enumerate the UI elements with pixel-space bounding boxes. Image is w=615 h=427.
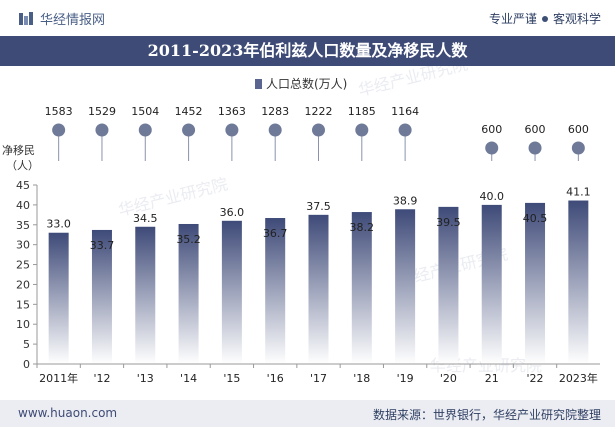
bar-value-label: 36.0 <box>220 206 245 219</box>
bar-value-label: 40.5 <box>523 212 548 225</box>
bar <box>178 223 199 364</box>
chart-title: 2011-2023年伯利兹人口数量及净移民人数 <box>0 36 615 66</box>
migration-axis-label-bottom: （人） <box>6 159 39 172</box>
migration-dot <box>485 141 499 155</box>
migration-value-label: 1222 <box>305 105 333 118</box>
migration-dot <box>312 123 325 137</box>
migration-dot <box>95 123 109 137</box>
x-tick-label: '18 <box>353 372 370 385</box>
migration-value-label: 1363 <box>218 105 246 118</box>
x-tick-label: '19 <box>397 372 414 385</box>
bar-value-label: 38.9 <box>393 194 418 207</box>
bars: 33.0 33.7 34.5 35.2 36.0 36.7 37.5 38.2 38.9 39.5… <box>46 186 591 364</box>
bar-value-label: 35.2 <box>176 233 201 246</box>
migration-value-label: 1283 <box>261 105 289 118</box>
migration-dot <box>571 141 585 155</box>
bar-value-label: 40.0 <box>479 190 504 203</box>
bar-value-label: 38.2 <box>350 221 375 234</box>
legend-label: 人口总数(万人) <box>266 76 347 91</box>
bar <box>308 214 329 364</box>
y-axis: 0 5 10 15 20 25 30 35 40 45 <box>16 179 38 371</box>
bar <box>265 218 286 364</box>
tagline: 专业严谨 客观科学 <box>489 10 601 27</box>
x-tick-label: '14 <box>180 372 197 385</box>
y-tick-label: 15 <box>16 298 30 311</box>
migration-dot <box>138 123 152 137</box>
migration-value-label: 1452 <box>175 105 203 118</box>
x-tick-label: '16 <box>267 372 284 385</box>
migration-value-label: 1529 <box>88 105 116 118</box>
bar <box>221 220 242 364</box>
bar-value-label: 36.7 <box>263 227 288 240</box>
migration-dot <box>398 123 412 137</box>
x-tick-label: '15 <box>223 372 240 385</box>
bar-value-label: 33.0 <box>46 218 71 231</box>
x-tick-label: 2023年 <box>559 371 598 385</box>
tagline-right: 客观科学 <box>552 12 601 26</box>
migration-dot <box>355 123 369 137</box>
y-tick-label: 45 <box>16 179 30 192</box>
bar <box>351 212 372 364</box>
y-tick-label: 5 <box>23 338 30 351</box>
x-tick-label: '13 <box>137 372 154 385</box>
bar <box>91 229 112 364</box>
legend: 人口总数(万人) <box>255 76 347 91</box>
migration-dot <box>225 123 239 137</box>
brand-name: 华经情报网 <box>40 13 106 28</box>
migration-value-label: 600 <box>568 123 589 136</box>
bar-value-label: 33.7 <box>90 239 115 252</box>
bar <box>48 232 69 364</box>
migration-axis-label-top: 净移民 <box>2 143 35 157</box>
chart: 华经产业研究院华经产业研究院华经产业研究院华经产业研究院 人口总数(万人) 净移… <box>2 66 600 385</box>
bar <box>395 209 416 364</box>
migration-value-label: 600 <box>481 123 502 136</box>
bar <box>568 200 589 364</box>
brand: 华经情报网 <box>18 9 105 28</box>
bar-value-label: 39.5 <box>436 216 461 229</box>
top-bar: 华经情报网 专业严谨 客观科学 <box>0 0 615 36</box>
watermark-text: 华经产业研究院 <box>356 66 469 100</box>
migration-dot <box>268 123 282 137</box>
bar-value-label: 34.5 <box>133 212 158 225</box>
y-tick-label: 30 <box>16 239 30 252</box>
y-tick-label: 25 <box>16 259 30 272</box>
bar <box>525 202 546 364</box>
x-tick-label: '20 <box>440 372 457 385</box>
legend-swatch <box>255 79 262 89</box>
bar <box>438 206 459 364</box>
migration-axis-label: 净移民 （人） <box>2 143 39 172</box>
migration-value-label: 1583 <box>45 105 73 118</box>
y-tick-label: 35 <box>16 219 30 232</box>
x-tick-label: 21 <box>485 372 499 385</box>
migration-dot <box>528 141 542 155</box>
migration-value-label: 1185 <box>348 105 376 118</box>
bar-value-label: 37.5 <box>306 200 331 213</box>
y-tick-label: 10 <box>16 318 30 331</box>
migration-markers: 1583 1529 1504 1452 1363 1283 1222 1185 1164 600 6… <box>45 105 589 161</box>
footer-url: www.huaon.com <box>18 406 118 420</box>
x-tick-label: '22 <box>527 372 544 385</box>
y-tick-label: 20 <box>16 278 30 291</box>
x-tick-label: 2011年 <box>39 371 78 385</box>
bullet-icon <box>541 15 548 22</box>
y-tick-label: 0 <box>23 358 30 371</box>
bar-value-label: 41.1 <box>566 186 591 199</box>
tagline-left: 专业严谨 <box>488 12 537 26</box>
migration-value-label: 600 <box>525 123 546 136</box>
y-tick-label: 40 <box>16 199 30 212</box>
migration-dot <box>52 123 66 137</box>
x-axis: 2011年 '12 '13 '14 '15 '16 '17 '18 '19 '20 21 '22 202… <box>36 363 600 385</box>
footer: www.huaon.com 数据来源：世界银行，华经产业研究院整理 <box>0 400 615 427</box>
migration-value-label: 1164 <box>391 105 419 118</box>
brand-logo-icon <box>19 11 33 25</box>
bar <box>481 204 502 364</box>
x-tick-label: '17 <box>310 372 327 385</box>
footer-source: 数据来源：世界银行，华经产业研究院整理 <box>372 408 601 422</box>
migration-dot <box>182 123 196 137</box>
migration-value-label: 1504 <box>131 105 159 118</box>
x-tick-label: '12 <box>93 372 110 385</box>
bar <box>135 226 156 364</box>
